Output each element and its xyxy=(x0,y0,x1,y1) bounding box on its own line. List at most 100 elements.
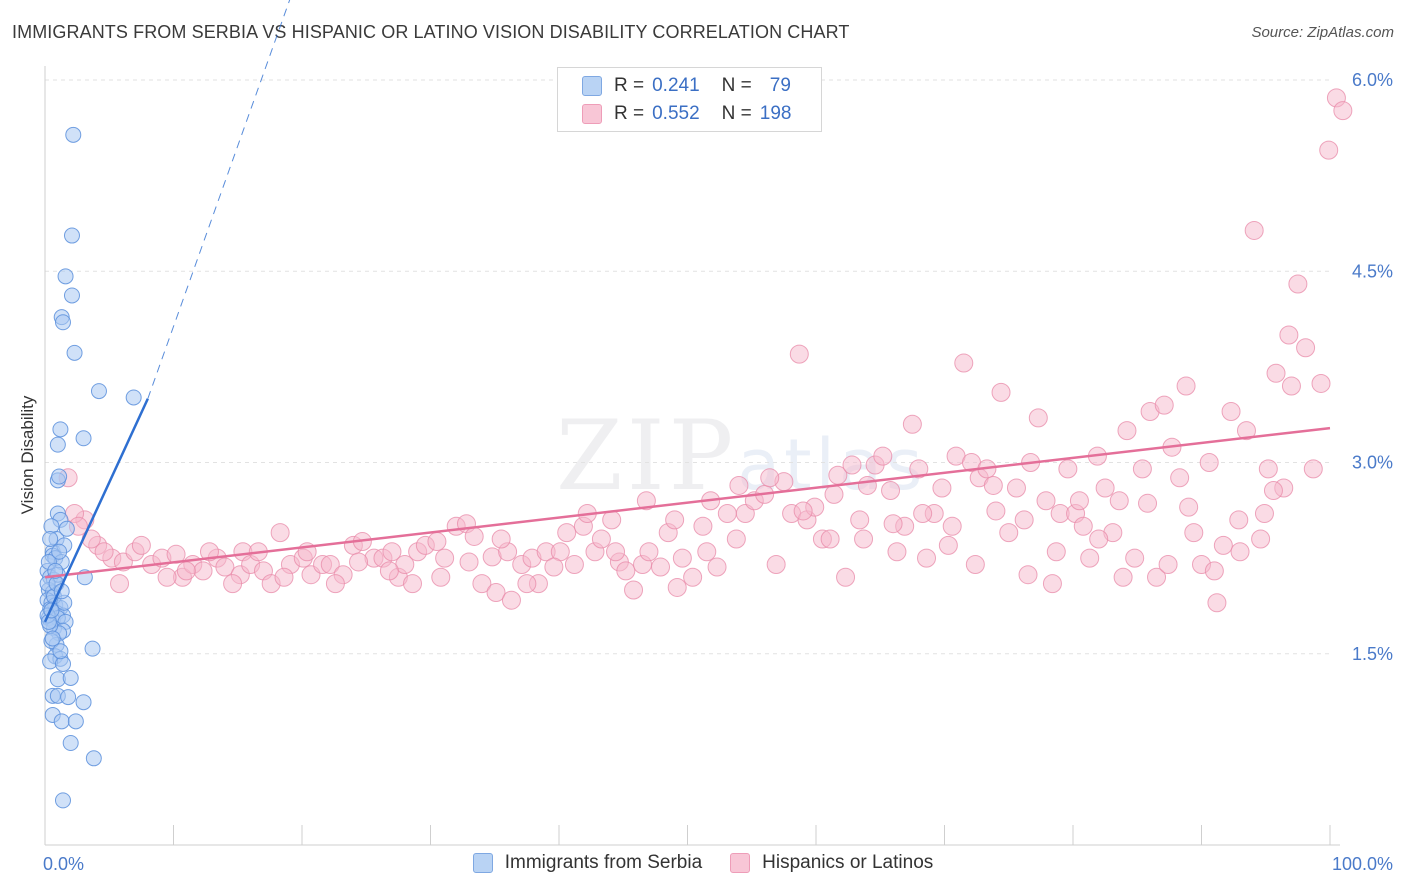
hispanic-point xyxy=(665,510,685,530)
hispanic-point xyxy=(1230,542,1250,562)
hispanic-point xyxy=(1281,376,1301,396)
hispanic-point xyxy=(942,516,962,536)
hispanic-point xyxy=(1254,504,1274,523)
hispanic-point xyxy=(636,491,656,511)
serbia-point xyxy=(57,268,74,285)
hispanic-point xyxy=(379,561,399,581)
hispanic-point xyxy=(193,561,213,581)
hispanic-point xyxy=(557,523,577,543)
legend-swatch-hispanic xyxy=(582,104,602,124)
hispanic-point xyxy=(501,590,521,610)
hispanic-point xyxy=(1176,376,1196,396)
hispanic-point xyxy=(729,475,749,495)
hispanic-point xyxy=(1204,561,1224,581)
hispanic-point xyxy=(789,344,809,364)
serbia-point xyxy=(49,436,66,453)
hispanic-point xyxy=(1303,459,1323,479)
hispanic-point xyxy=(1158,555,1178,574)
chart-title: IMMIGRANTS FROM SERBIA VS HISPANIC OR LA… xyxy=(12,22,850,42)
hispanic-point xyxy=(1006,478,1026,498)
hispanic-point xyxy=(1288,274,1308,294)
hispanic-point xyxy=(983,475,1003,495)
legend-label-serbia: Immigrants from Serbia xyxy=(504,852,703,873)
hispanic-point xyxy=(157,567,177,587)
serbia-point xyxy=(75,694,92,711)
hispanic-point xyxy=(606,542,626,562)
hispanic-point xyxy=(1117,421,1137,441)
hispanic-point xyxy=(766,555,786,574)
hispanic-point xyxy=(836,567,856,587)
hispanic-point xyxy=(325,574,345,594)
hispanic-point xyxy=(854,529,874,549)
serbia-point xyxy=(60,689,77,706)
hispanic-point xyxy=(1179,497,1199,517)
hispanic-point xyxy=(1058,459,1078,479)
hispanic-point xyxy=(403,574,423,594)
hispanic-point xyxy=(94,542,114,562)
hispanic-point xyxy=(1073,516,1093,536)
hispanic-point xyxy=(651,557,671,577)
serbia-point xyxy=(58,520,75,537)
hispanic-point xyxy=(883,514,903,534)
hispanic-point xyxy=(1042,574,1062,594)
hispanic-point xyxy=(1263,481,1283,501)
hispanic-point xyxy=(517,574,537,594)
hispanic-point xyxy=(1109,491,1129,511)
hispanic-point xyxy=(683,567,703,587)
serbia-point xyxy=(125,389,142,406)
hispanic-point xyxy=(1080,548,1100,568)
serbia-trend-line xyxy=(43,398,149,623)
series-legend: Immigrants from Serbia Hispanics or Lati… xyxy=(0,852,1406,874)
serbia-trend-extension xyxy=(147,0,291,399)
legend-item-serbia[interactable]: Immigrants from Serbia xyxy=(472,852,703,874)
hispanic-point xyxy=(1213,535,1233,555)
hispanic-point xyxy=(793,501,813,521)
hispanic-point xyxy=(1018,565,1038,585)
serbia-point xyxy=(54,792,71,809)
hispanic-point xyxy=(1089,529,1109,549)
hispanic-point xyxy=(1069,491,1089,511)
serbia-point xyxy=(53,713,70,730)
legend-r-label: R = xyxy=(614,75,645,96)
hispanic-point xyxy=(1333,101,1353,121)
hispanic-point xyxy=(616,561,636,581)
serbia-point xyxy=(75,430,92,447)
hispanic-point xyxy=(965,555,985,574)
hispanic-point xyxy=(602,510,622,530)
serbia-point xyxy=(51,543,68,560)
y-tick-label: 4.5% xyxy=(1352,261,1393,281)
hispanic-point xyxy=(913,504,933,523)
hispanic-point xyxy=(917,548,937,568)
legend-item-hispanic[interactable]: Hispanics or Latinos xyxy=(730,852,933,874)
hispanic-point xyxy=(1147,567,1167,587)
hispanic-point xyxy=(938,535,958,555)
hispanic-point xyxy=(459,552,479,572)
y-tick-label: 3.0% xyxy=(1352,453,1393,473)
hispanic-point xyxy=(1014,510,1034,530)
hispanic-point xyxy=(707,557,727,577)
hispanic-point xyxy=(717,504,737,523)
hispanic-point xyxy=(1132,459,1152,479)
hispanic-point xyxy=(672,548,692,568)
hispanic-point xyxy=(726,529,746,549)
serbia-point xyxy=(84,640,101,657)
serbia-point xyxy=(52,643,69,660)
hispanic-point xyxy=(820,529,840,549)
hispanic-point xyxy=(824,484,844,504)
hispanic-point xyxy=(902,414,922,434)
hispanic-point xyxy=(697,542,717,562)
hispanic-point xyxy=(624,580,644,600)
y-axis-title: Vision Disability xyxy=(18,395,37,515)
hispanic-point xyxy=(1036,491,1056,511)
hispanic-point xyxy=(1154,395,1174,415)
serbia-point xyxy=(90,383,107,400)
hispanic-point xyxy=(857,475,877,495)
source-label: Source: ZipAtlas.com xyxy=(1251,24,1394,41)
hispanic-point xyxy=(491,529,511,549)
hispanic-point xyxy=(932,478,952,498)
hispanic-point xyxy=(842,455,862,475)
hispanic-point xyxy=(1244,220,1264,240)
hispanic-point xyxy=(1125,548,1145,568)
hispanic-point xyxy=(1046,542,1066,562)
